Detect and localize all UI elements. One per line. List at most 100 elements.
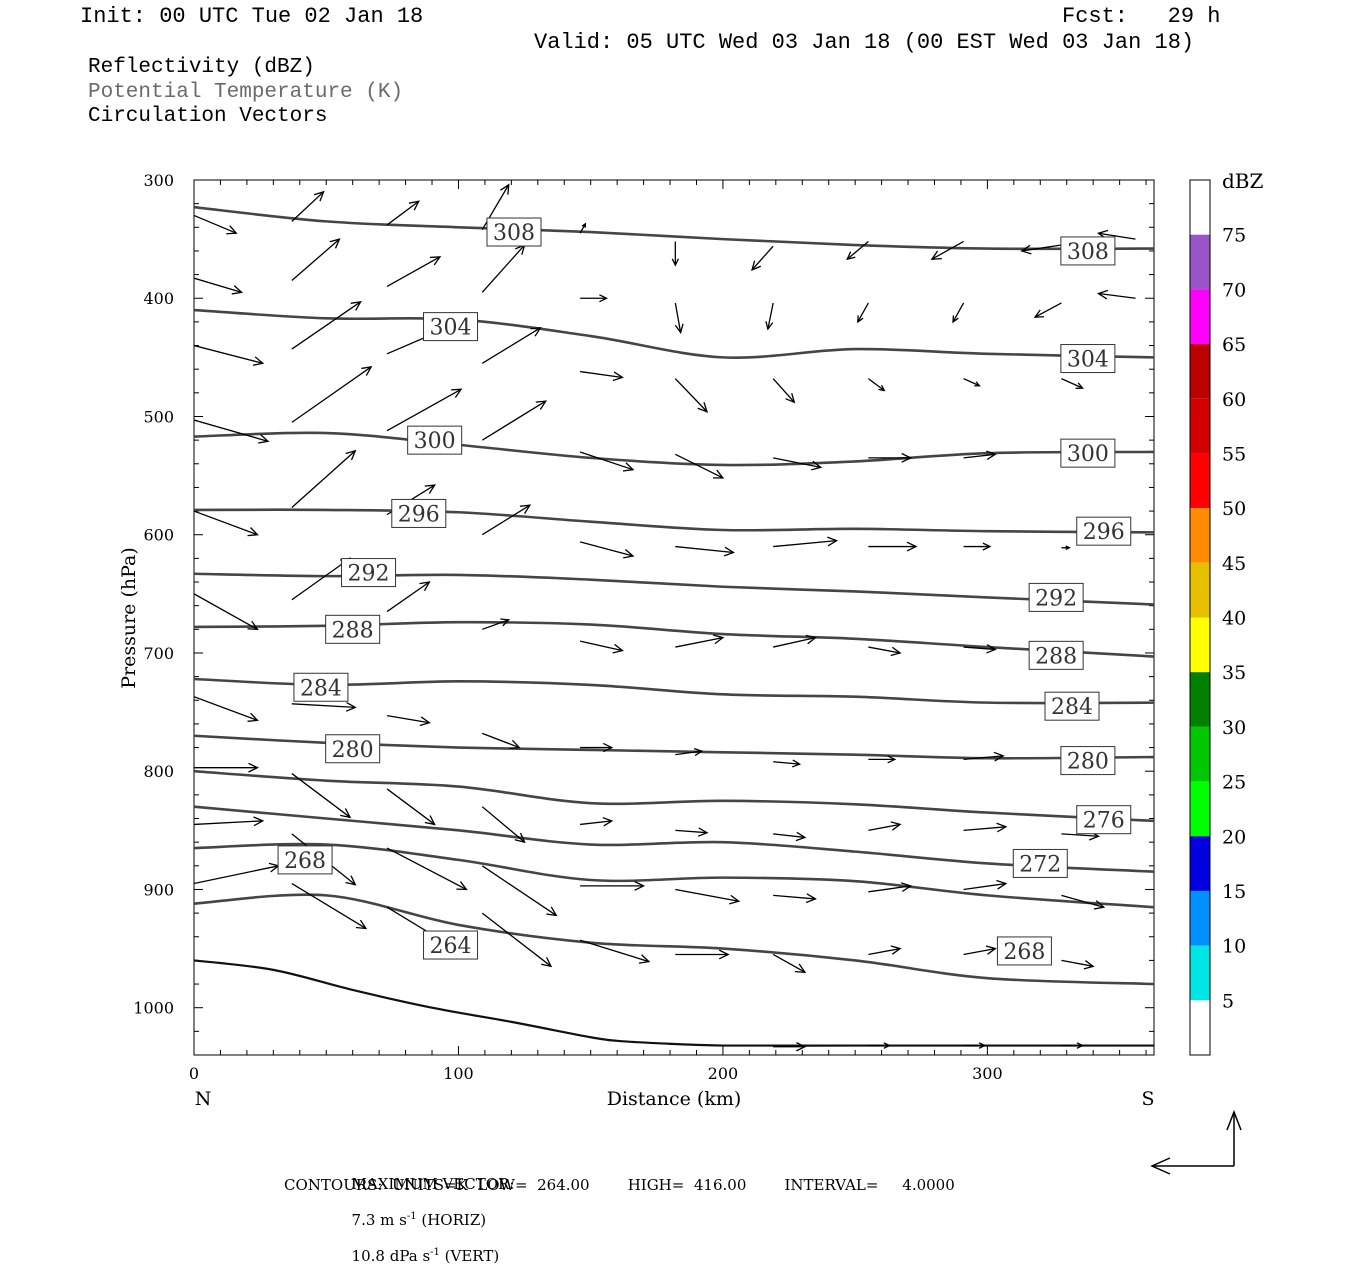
contour-label-text: 296 <box>1083 520 1125 545</box>
init-time: Init: 00 UTC Tue 02 Jan 18 <box>80 4 424 29</box>
circulation-vector <box>1061 894 1106 910</box>
contour-label: 304 <box>423 312 479 342</box>
vector-shaft <box>773 894 816 900</box>
colorbar-level-label: 10 <box>1222 936 1246 958</box>
vector-head <box>247 712 259 722</box>
vector-shaft <box>1061 894 1104 908</box>
colorbar-level-label: 30 <box>1222 717 1246 739</box>
colorbar-level-label: 35 <box>1222 662 1246 684</box>
contour-label-text: 288 <box>1035 644 1077 669</box>
contour-label-box <box>1076 516 1132 546</box>
circulation-vector <box>194 214 238 235</box>
circulation-vector <box>481 912 553 968</box>
vector-shaft <box>291 450 356 509</box>
vector-shaft <box>963 826 1006 831</box>
vector-shaft <box>675 750 702 756</box>
legend-circulation-vectors: Circulation Vectors <box>88 105 328 128</box>
colorbar-bin <box>1190 453 1210 509</box>
circulation-vector <box>868 945 902 956</box>
vector-head <box>226 225 238 235</box>
colorbar-bin <box>1190 180 1210 235</box>
vector-head <box>500 183 510 195</box>
legend-reflectivity: Reflectivity (dBZ) <box>88 56 315 79</box>
vector-head <box>419 581 431 592</box>
vector-head <box>581 222 587 228</box>
circulation-vector <box>1096 289 1136 300</box>
circulation-vector <box>482 618 511 630</box>
contour-label-text: 264 <box>430 934 472 959</box>
circulation-vector <box>675 748 704 757</box>
contour-label-text: 284 <box>1051 695 1093 720</box>
vector-head <box>612 371 624 382</box>
contour-label: 288 <box>1028 640 1084 670</box>
colorbar-bin <box>1190 617 1210 673</box>
vector-head <box>765 321 774 331</box>
x-tick-labels: 0 100 200 300 <box>189 1064 1003 1083</box>
contour-label-text: 284 <box>300 676 342 701</box>
contour-label-text: 308 <box>493 221 535 246</box>
contour-label-box <box>407 425 463 455</box>
colorbar-level-label: 70 <box>1222 279 1246 301</box>
vector-shaft <box>579 451 634 471</box>
theta-contour-304 <box>194 308 1154 359</box>
contour-label-box <box>1028 640 1084 670</box>
vector-shaft <box>1061 959 1094 967</box>
circulation-vector <box>868 821 902 831</box>
vector-shaft <box>291 366 372 423</box>
vector-shaft <box>386 788 436 825</box>
contour-label: 296 <box>391 498 447 528</box>
colorbar-bin <box>1190 781 1210 837</box>
vector-head <box>514 832 526 844</box>
vector-shaft <box>773 761 800 765</box>
x-end-label-north: N <box>195 1088 212 1110</box>
circulation-vector <box>580 370 624 382</box>
y-tick-label: 600 <box>143 526 174 545</box>
vector-shaft <box>386 715 430 724</box>
plot-frame <box>193 179 1155 1056</box>
vector-head <box>978 1042 987 1049</box>
circulation-vector <box>579 451 635 472</box>
circulation-vector <box>963 822 1008 833</box>
y-tick-label: 500 <box>143 407 174 426</box>
vector-head <box>258 434 270 444</box>
vector-shaft <box>481 806 525 843</box>
vector-shaft <box>1098 292 1136 299</box>
contour-label: 272 <box>1012 848 1068 878</box>
circulation-vector <box>963 879 1008 891</box>
contour-label-text: 276 <box>1083 809 1125 834</box>
vector-head <box>810 460 823 471</box>
vector-head <box>986 450 997 460</box>
vector-shaft <box>772 378 795 403</box>
circulation-vector <box>194 762 259 773</box>
vector-shaft <box>481 912 552 967</box>
colorbar-bin <box>1190 562 1210 618</box>
vector-head <box>253 816 265 827</box>
vector-shaft <box>481 400 547 441</box>
colorbar-frame <box>1189 179 1211 1056</box>
max-vector-line: MAXIMUM VECTOR: 7.3 m s-1 (HORIZ) 10.8 d… <box>342 1157 515 1265</box>
vector-head <box>361 365 373 376</box>
circulation-vector <box>580 294 609 303</box>
circulation-vector <box>846 240 869 261</box>
vector-head <box>827 536 839 547</box>
circulation-vector <box>773 634 817 648</box>
contour-label: 268 <box>277 845 333 875</box>
circulation-vector <box>772 378 796 404</box>
vector-shaft <box>963 378 980 387</box>
contour-label: 276 <box>1076 805 1132 835</box>
contour-labels: 308 308 304 304 300 300 296 296 292 292 288 288 284 2… <box>277 217 1132 966</box>
vector-shaft <box>1034 302 1062 318</box>
vector-shaft <box>868 823 901 831</box>
contour-label: 292 <box>1028 582 1084 612</box>
contour-label: 300 <box>1060 438 1116 468</box>
colorbar-level-label: 15 <box>1222 881 1246 903</box>
contour-label: 284 <box>293 672 349 702</box>
vector-head <box>982 542 992 551</box>
circulation-vector <box>963 945 997 956</box>
vector-head <box>890 646 902 657</box>
vector-head <box>541 957 553 968</box>
vector-shaft <box>675 888 739 902</box>
circulation-vector <box>481 327 542 364</box>
x-tick-label: 300 <box>972 1064 1003 1083</box>
circulation-vector <box>857 302 869 324</box>
